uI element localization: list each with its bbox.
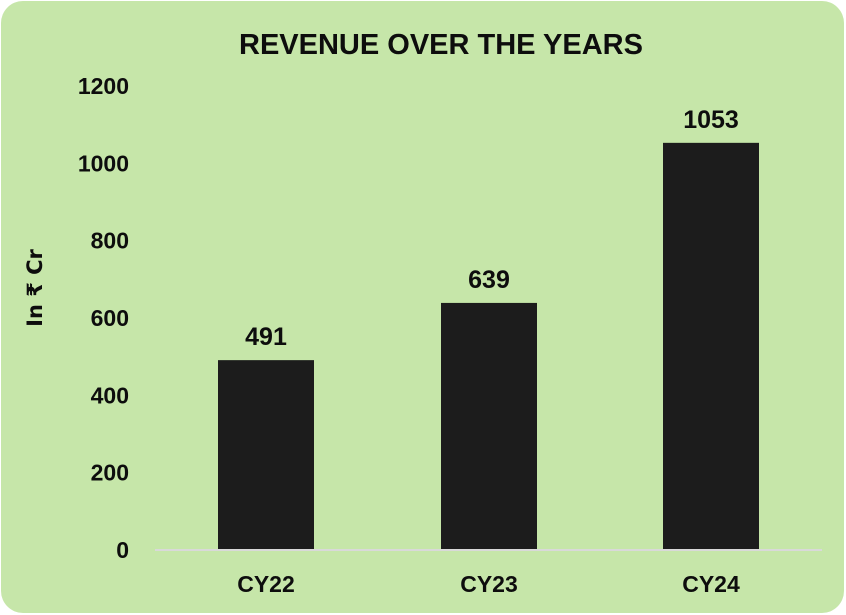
chart-title: REVENUE OVER THE YEARS	[239, 29, 643, 61]
y-tick-label: 400	[91, 382, 129, 408]
x-category-label: CY22	[237, 571, 295, 597]
y-axis-ticks: 0 200 400 600 800 1000 1200	[78, 73, 129, 563]
y-tick-label: 200	[91, 460, 129, 486]
x-axis-categories: CY22 CY23 CY24	[237, 571, 740, 597]
y-axis-label: In ₹ Cr	[23, 248, 47, 326]
y-tick-label: 1000	[78, 150, 129, 176]
y-tick-label: 600	[91, 305, 129, 331]
x-category-label: CY23	[460, 571, 518, 597]
bar-cy22	[218, 360, 314, 550]
y-tick-label: 1200	[78, 73, 129, 99]
x-category-label: CY24	[682, 571, 740, 597]
bars	[218, 142, 759, 550]
bar-cy24	[663, 142, 759, 550]
y-tick-label: 0	[116, 537, 129, 563]
data-label-cy24: 1053	[683, 106, 739, 134]
data-label-cy23: 639	[468, 266, 510, 294]
data-labels: 491 639 1053	[245, 106, 739, 351]
data-label-cy22: 491	[245, 323, 287, 351]
bar-cy23	[441, 302, 537, 550]
y-tick-label: 800	[91, 228, 129, 254]
